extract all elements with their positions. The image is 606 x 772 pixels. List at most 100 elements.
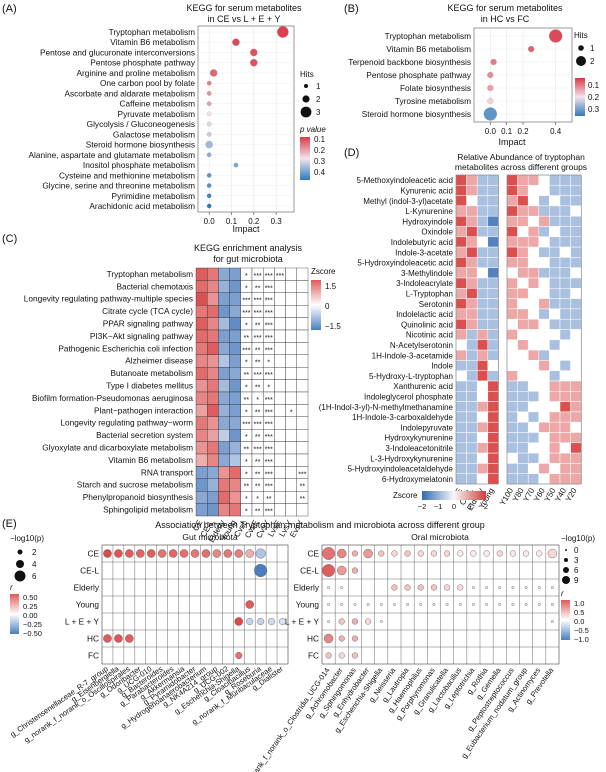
panel-d-cell-left bbox=[455, 442, 467, 454]
panel-a-pathway-label: Pyrimidine metabolism bbox=[112, 191, 196, 201]
panel-c-cell bbox=[206, 416, 219, 430]
panel-c-sig-label: ** bbox=[244, 484, 250, 491]
panel-d-cell-right bbox=[549, 174, 561, 186]
panel-d-cell-right bbox=[506, 226, 518, 238]
panel-d-cell-right bbox=[517, 473, 529, 485]
panel-e-left-size-dot bbox=[16, 560, 24, 568]
panel-e-oral-point bbox=[472, 586, 475, 589]
panel-d-row-label: Nicotinic acid bbox=[406, 331, 453, 340]
panel-d-cell-right bbox=[527, 349, 540, 361]
panel-c-cell bbox=[218, 267, 230, 281]
panel-d-cell-right bbox=[506, 298, 518, 310]
panel-a-pvalue-legend-title: p value bbox=[299, 125, 326, 134]
panel-c-cell bbox=[274, 280, 286, 293]
panel-e-oral-point bbox=[351, 567, 358, 574]
panel-e-left-r-tick: 0.00 bbox=[23, 611, 38, 620]
panel-d-cell-right bbox=[506, 308, 518, 320]
panel-d-cell-left bbox=[487, 195, 499, 207]
panel-d-cell-left bbox=[455, 349, 467, 361]
panel-d-cell-left bbox=[487, 246, 499, 258]
panel-d-cell-left bbox=[476, 391, 489, 402]
panel-c-cell bbox=[195, 329, 208, 343]
panel-a-pvalue-colorbar bbox=[300, 137, 310, 180]
panel-e-right-r-tick: 0.0 bbox=[574, 617, 584, 626]
panel-c-cell bbox=[195, 453, 208, 467]
panel-a-point bbox=[232, 38, 240, 46]
panel-e-gut-row-label: HC bbox=[87, 634, 99, 644]
panel-c-cell bbox=[274, 329, 286, 343]
panel-d-cell-left bbox=[476, 215, 489, 227]
panel-d-cell-left bbox=[487, 308, 499, 320]
panel-d-cell-right bbox=[570, 267, 582, 279]
panel-c-zscore-tick: −1.5 bbox=[325, 322, 341, 331]
panel-d-cell-left bbox=[487, 288, 499, 299]
panel-b-pvalue-tick: 0.2 bbox=[588, 93, 600, 102]
panel-d-cell-right bbox=[570, 349, 582, 361]
panel-c-cell bbox=[296, 441, 309, 455]
panel-d-cell-right bbox=[517, 339, 529, 351]
panel-e-gut-point bbox=[234, 549, 244, 558]
panel-e-oral-point bbox=[417, 584, 424, 591]
panel-d-cell-right bbox=[538, 215, 550, 227]
panel-d-cell-left bbox=[476, 370, 489, 382]
panel-c-cell bbox=[206, 317, 219, 331]
panel-d-cell-right bbox=[527, 360, 540, 371]
panel-d-cell-right bbox=[549, 246, 561, 258]
panel-e-gut-point bbox=[103, 634, 112, 643]
panel-c-sig-label: ** bbox=[255, 285, 261, 292]
panel-e-oral-row-label: CE bbox=[307, 549, 319, 559]
panel-c-cell bbox=[274, 367, 286, 380]
panel-c-cell bbox=[206, 342, 219, 355]
panel-d-zscore-tick: 2 bbox=[484, 502, 488, 511]
panel-e-gut-row-label: Elderly bbox=[74, 583, 100, 593]
panel-a-pathway-label: Pentose and glucuronate interconversions bbox=[40, 47, 195, 57]
panel-d-cell-right bbox=[538, 267, 550, 279]
panel-e-gut-point bbox=[234, 617, 244, 626]
panel-e-gut-point bbox=[168, 549, 178, 558]
panel-c-row-label: Sphingolipid metabolism bbox=[103, 505, 193, 515]
panel-c-cell bbox=[206, 466, 219, 479]
panel-b-pathway-label: Steroid hormone biosynthesis bbox=[362, 109, 471, 119]
panel-d-cell-right bbox=[549, 411, 561, 423]
panel-c-cell bbox=[274, 416, 286, 430]
panel-d-cell-right bbox=[549, 432, 561, 444]
panel-c-sig-label: *** bbox=[265, 273, 273, 280]
panel-d-cell-left bbox=[476, 442, 489, 454]
panel-d-cell-left bbox=[455, 452, 467, 464]
panel-e-oral-point bbox=[457, 550, 464, 557]
panel-d-cell-right bbox=[559, 236, 571, 248]
panel-c-cell bbox=[195, 317, 208, 331]
panel-d-row-label: L-Kynurenine bbox=[405, 207, 453, 216]
panel-c-cell bbox=[274, 391, 286, 405]
panel-e-oral-point bbox=[391, 550, 398, 557]
panel-a-pathway-label: Vitamin B6 metabolism bbox=[110, 37, 195, 47]
panel-d-cell-right bbox=[527, 288, 540, 299]
panel-d-cell-right bbox=[559, 318, 571, 330]
panel-e-oral-point bbox=[537, 586, 541, 589]
panel-e-oral-point bbox=[404, 550, 411, 557]
panel-e-gut-point bbox=[157, 549, 167, 558]
panel-d-cell-right bbox=[559, 432, 571, 444]
panel-d-cell-left bbox=[476, 174, 489, 186]
panel-d-title-line2: metabolites across different groups bbox=[455, 162, 587, 172]
panel-c-row-label: Bacterial secretion system bbox=[96, 430, 193, 440]
panel-c-cell bbox=[285, 317, 298, 331]
panel-d-cell-right bbox=[517, 421, 529, 433]
panel-e-oral-point bbox=[417, 550, 424, 557]
panel-e-oral-point bbox=[551, 586, 554, 589]
panel-a-point bbox=[206, 80, 212, 86]
panel-d-cell-right bbox=[517, 226, 529, 238]
panel-d-cell-right bbox=[559, 411, 571, 423]
panel-d-cell-right bbox=[559, 380, 571, 392]
panel-c-sig-label: ** bbox=[300, 484, 306, 491]
panel-d-row-label: Indoleglycerol phosphate bbox=[364, 393, 454, 402]
panel-e-oral-point bbox=[363, 548, 373, 559]
panel-d-cell-right bbox=[527, 257, 540, 268]
panel-e-oral-row-label: L + E + Y bbox=[285, 617, 320, 627]
panel-d-cell-right bbox=[506, 277, 518, 289]
panel-c-cell bbox=[229, 305, 242, 318]
panel-e-left-r-tick: 0.25 bbox=[23, 602, 38, 611]
panel-a-pathway-label: Ascorbate and aldarate metabolism bbox=[64, 88, 195, 98]
panel-d-cell-right bbox=[559, 370, 571, 382]
panel-d-cell-left bbox=[455, 185, 467, 196]
